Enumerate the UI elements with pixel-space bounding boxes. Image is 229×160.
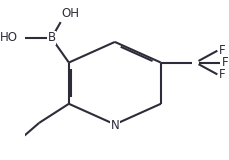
Text: F: F — [218, 68, 225, 81]
Text: HO: HO — [0, 32, 18, 44]
Text: N: N — [110, 119, 119, 132]
Text: B: B — [47, 32, 55, 44]
Text: OH: OH — [61, 7, 79, 20]
Text: F: F — [221, 56, 227, 69]
Text: F: F — [218, 44, 225, 57]
